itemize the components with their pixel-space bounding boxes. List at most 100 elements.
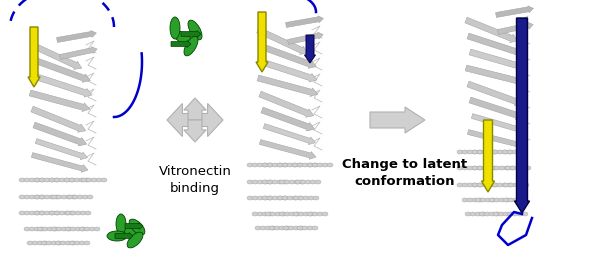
FancyArrow shape bbox=[467, 129, 524, 149]
FancyArrow shape bbox=[286, 16, 323, 27]
FancyArrow shape bbox=[257, 75, 318, 97]
Ellipse shape bbox=[24, 211, 30, 215]
Ellipse shape bbox=[79, 241, 85, 245]
Ellipse shape bbox=[272, 180, 278, 184]
Text: Change to latent
conformation: Change to latent conformation bbox=[343, 158, 467, 188]
FancyArrow shape bbox=[259, 140, 316, 159]
Ellipse shape bbox=[292, 163, 298, 167]
Ellipse shape bbox=[267, 180, 273, 184]
Ellipse shape bbox=[262, 196, 268, 200]
Ellipse shape bbox=[289, 212, 295, 216]
Ellipse shape bbox=[269, 226, 275, 230]
Ellipse shape bbox=[485, 198, 491, 202]
Ellipse shape bbox=[482, 166, 488, 170]
Ellipse shape bbox=[52, 227, 58, 231]
FancyArrow shape bbox=[56, 30, 97, 42]
Ellipse shape bbox=[505, 166, 511, 170]
Ellipse shape bbox=[293, 226, 299, 230]
Ellipse shape bbox=[287, 196, 293, 200]
Ellipse shape bbox=[265, 212, 271, 216]
Ellipse shape bbox=[292, 196, 298, 200]
Ellipse shape bbox=[465, 212, 471, 216]
Ellipse shape bbox=[51, 227, 57, 231]
Ellipse shape bbox=[29, 195, 35, 199]
Ellipse shape bbox=[494, 212, 500, 216]
Ellipse shape bbox=[54, 195, 60, 199]
FancyArrow shape bbox=[465, 17, 518, 42]
Ellipse shape bbox=[294, 212, 300, 216]
FancyArrow shape bbox=[497, 22, 533, 35]
FancyArrow shape bbox=[171, 41, 191, 48]
Ellipse shape bbox=[282, 196, 288, 200]
Ellipse shape bbox=[29, 211, 35, 215]
Ellipse shape bbox=[472, 150, 478, 154]
Ellipse shape bbox=[75, 211, 81, 215]
Ellipse shape bbox=[81, 178, 87, 182]
Ellipse shape bbox=[503, 183, 509, 187]
Ellipse shape bbox=[70, 241, 76, 245]
Ellipse shape bbox=[477, 150, 483, 154]
Ellipse shape bbox=[69, 178, 75, 182]
Ellipse shape bbox=[70, 227, 76, 231]
Ellipse shape bbox=[457, 166, 463, 170]
Ellipse shape bbox=[508, 183, 514, 187]
Ellipse shape bbox=[39, 211, 45, 215]
FancyArrow shape bbox=[467, 81, 523, 106]
Ellipse shape bbox=[305, 180, 311, 184]
Ellipse shape bbox=[308, 196, 314, 200]
Ellipse shape bbox=[64, 211, 70, 215]
Ellipse shape bbox=[66, 227, 72, 231]
FancyArrow shape bbox=[195, 104, 223, 137]
Ellipse shape bbox=[313, 196, 319, 200]
Ellipse shape bbox=[54, 211, 60, 215]
Ellipse shape bbox=[80, 211, 86, 215]
Ellipse shape bbox=[49, 178, 55, 182]
Ellipse shape bbox=[307, 226, 313, 230]
Ellipse shape bbox=[494, 166, 500, 170]
Ellipse shape bbox=[489, 212, 495, 216]
Ellipse shape bbox=[307, 212, 313, 216]
Ellipse shape bbox=[293, 212, 299, 216]
Ellipse shape bbox=[299, 180, 305, 184]
Ellipse shape bbox=[517, 212, 523, 216]
FancyArrow shape bbox=[28, 27, 40, 87]
Ellipse shape bbox=[56, 195, 62, 199]
Text: Vitronectin
binding: Vitronectin binding bbox=[158, 165, 232, 195]
Ellipse shape bbox=[282, 180, 288, 184]
FancyArrow shape bbox=[465, 65, 526, 86]
Ellipse shape bbox=[275, 212, 281, 216]
Ellipse shape bbox=[489, 166, 495, 170]
Ellipse shape bbox=[61, 227, 67, 231]
Ellipse shape bbox=[470, 212, 476, 216]
Ellipse shape bbox=[272, 196, 278, 200]
Ellipse shape bbox=[492, 150, 498, 154]
Ellipse shape bbox=[188, 20, 202, 40]
Ellipse shape bbox=[84, 227, 90, 231]
Ellipse shape bbox=[487, 150, 493, 154]
Ellipse shape bbox=[308, 212, 314, 216]
Ellipse shape bbox=[307, 163, 313, 167]
Ellipse shape bbox=[520, 166, 526, 170]
Ellipse shape bbox=[513, 198, 519, 202]
Ellipse shape bbox=[79, 227, 85, 231]
Ellipse shape bbox=[322, 163, 328, 167]
Ellipse shape bbox=[54, 178, 60, 182]
Ellipse shape bbox=[59, 211, 65, 215]
Ellipse shape bbox=[472, 150, 478, 154]
Ellipse shape bbox=[252, 212, 258, 216]
Ellipse shape bbox=[507, 150, 513, 154]
Ellipse shape bbox=[297, 163, 303, 167]
Ellipse shape bbox=[34, 211, 40, 215]
Ellipse shape bbox=[262, 163, 268, 167]
FancyArrow shape bbox=[370, 107, 425, 133]
Ellipse shape bbox=[467, 150, 473, 154]
Ellipse shape bbox=[19, 178, 25, 182]
Ellipse shape bbox=[523, 183, 529, 187]
Ellipse shape bbox=[39, 195, 45, 199]
Ellipse shape bbox=[467, 198, 473, 202]
Ellipse shape bbox=[522, 150, 528, 154]
FancyArrow shape bbox=[256, 12, 268, 72]
Ellipse shape bbox=[284, 226, 290, 230]
Ellipse shape bbox=[257, 163, 263, 167]
Ellipse shape bbox=[472, 183, 478, 187]
